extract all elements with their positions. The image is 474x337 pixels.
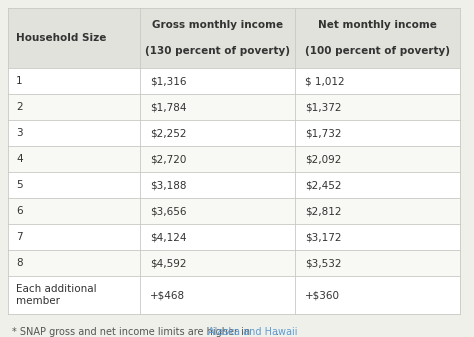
Text: $2,252: $2,252 (150, 128, 186, 138)
Bar (8, 224, 460, 250)
Text: $2,092: $2,092 (305, 154, 341, 164)
Bar (8, 120, 460, 146)
Text: $2,452: $2,452 (305, 180, 341, 190)
Text: Each additional
member: Each additional member (16, 284, 97, 306)
Text: $3,656: $3,656 (150, 206, 186, 216)
Text: $3,172: $3,172 (305, 232, 341, 242)
Text: +$360: +$360 (305, 290, 340, 300)
Text: Gross monthly income

(130 percent of poverty): Gross monthly income (130 percent of pov… (145, 20, 290, 56)
Text: $1,732: $1,732 (305, 128, 341, 138)
Bar (8, 198, 460, 224)
Bar (8, 94, 460, 120)
Text: $3,532: $3,532 (305, 258, 341, 268)
Text: 5: 5 (16, 180, 23, 190)
Text: Alaska and Hawaii: Alaska and Hawaii (208, 327, 298, 337)
Text: 3: 3 (16, 128, 23, 138)
Bar (8, 8, 460, 68)
Text: Household Size: Household Size (16, 33, 106, 43)
Text: $1,784: $1,784 (150, 102, 186, 112)
Text: $1,316: $1,316 (150, 76, 186, 86)
Text: $ 1,012: $ 1,012 (305, 76, 345, 86)
Text: $2,720: $2,720 (150, 154, 186, 164)
Text: $4,592: $4,592 (150, 258, 186, 268)
Text: $2,812: $2,812 (305, 206, 341, 216)
Bar (8, 250, 460, 276)
Text: $4,124: $4,124 (150, 232, 186, 242)
Text: +$468: +$468 (150, 290, 185, 300)
Text: Net monthly income

(100 percent of poverty): Net monthly income (100 percent of pover… (305, 20, 450, 56)
Text: * SNAP gross and net income limits are higher in: * SNAP gross and net income limits are h… (12, 327, 253, 337)
Bar (8, 146, 460, 172)
Text: .: . (276, 327, 279, 337)
Text: 2: 2 (16, 102, 23, 112)
Bar (8, 172, 460, 198)
Text: 4: 4 (16, 154, 23, 164)
Text: 1: 1 (16, 76, 23, 86)
Text: 6: 6 (16, 206, 23, 216)
Bar (8, 68, 460, 94)
Text: 7: 7 (16, 232, 23, 242)
Text: 8: 8 (16, 258, 23, 268)
Bar (8, 276, 460, 314)
Text: $3,188: $3,188 (150, 180, 186, 190)
Text: $1,372: $1,372 (305, 102, 341, 112)
